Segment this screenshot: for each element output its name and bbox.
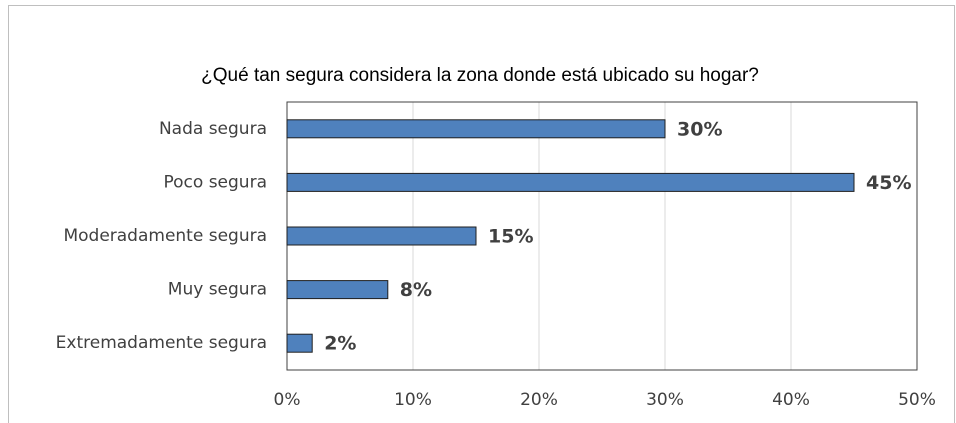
x-tick-label: 10% [394,390,432,410]
data-label: 8% [400,279,432,301]
bar [286,226,477,246]
x-tick-label: 50% [898,390,936,410]
data-label: 30% [677,118,722,140]
x-tick-label: 30% [646,390,684,410]
bar [286,280,389,300]
y-tick-label: Extremadamente segura [56,333,267,353]
bar [286,333,313,353]
x-tick-label: 40% [772,390,810,410]
data-label: 15% [488,226,533,248]
bar [286,172,855,192]
y-tick-label: Muy segura [168,280,267,300]
x-tick-label: 0% [274,390,301,410]
data-label: 2% [324,333,356,355]
y-tick-label: Poco segura [164,172,268,192]
y-tick-label: Moderadamente segura [63,226,267,246]
y-tick-label: Nada segura [159,119,267,139]
data-label: 45% [866,172,911,194]
bar [286,119,666,139]
chart-border [8,5,955,423]
x-tick-label: 20% [520,390,558,410]
chart-title: ¿Qué tan segura considera la zona donde … [201,65,759,86]
